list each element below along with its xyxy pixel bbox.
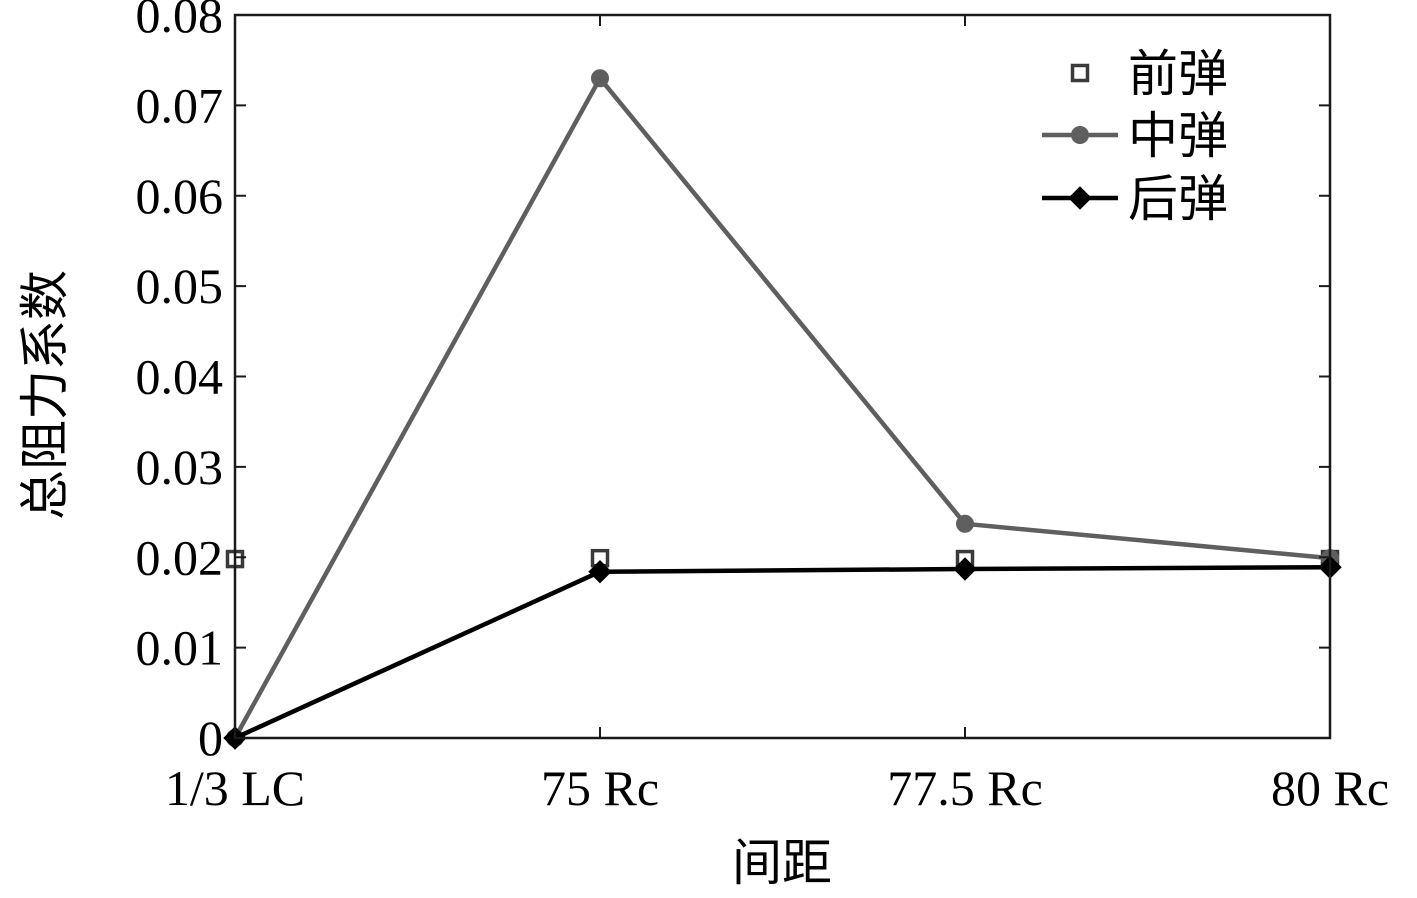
- axis-ticks: [234, 14, 1331, 739]
- x-tick-label: 77.5 Rc: [887, 760, 1043, 816]
- legend-swatch-marker: [1070, 63, 1090, 83]
- x-tick-label: 80 Rc: [1271, 760, 1389, 816]
- y-tick-label: 0.07: [136, 77, 224, 133]
- tick-labels: 0 0.01 0.02 0.03 0.04 0.05 0.06 0.07 0.08 1/3 LC 7…: [136, 0, 1390, 816]
- legend-label: 前弹: [1128, 46, 1228, 102]
- legend-label: 中弹: [1128, 108, 1228, 164]
- series-3-point: [953, 557, 977, 581]
- series-2-point: [956, 514, 974, 533]
- y-tick-label: 0: [198, 710, 223, 766]
- y-tick-label: 0.01: [136, 620, 224, 676]
- y-tick-label: 0.04: [136, 349, 224, 405]
- x-tick-label: 1/3 LC: [165, 760, 305, 816]
- y-axis-label: 总阻力系数: [17, 270, 73, 520]
- y-tick-label: 0.08: [136, 0, 224, 43]
- legend-swatch-marker: [1071, 126, 1089, 144]
- series-2-line: [233, 76, 1331, 740]
- y-tick-label: 0.02: [136, 529, 224, 585]
- legend-item: 中弹: [1042, 108, 1228, 164]
- legend-label: 后弹: [1128, 171, 1228, 227]
- y-tick-label: 0.05: [136, 258, 224, 314]
- y-tick-label: 0.03: [136, 439, 224, 495]
- x-axis-label: 间距: [732, 835, 832, 891]
- series-3-line: [234, 564, 1331, 741]
- series-3-point: [588, 560, 612, 584]
- y-tick-label: 0.06: [136, 168, 224, 224]
- legend-swatch-marker: [1068, 186, 1092, 210]
- legend-item: 前弹: [1070, 46, 1228, 102]
- series-2-point: [591, 69, 609, 88]
- x-tick-label: 75 Rc: [541, 760, 659, 816]
- chart-marks: [223, 69, 1342, 750]
- legend-item: 后弹: [1042, 171, 1228, 227]
